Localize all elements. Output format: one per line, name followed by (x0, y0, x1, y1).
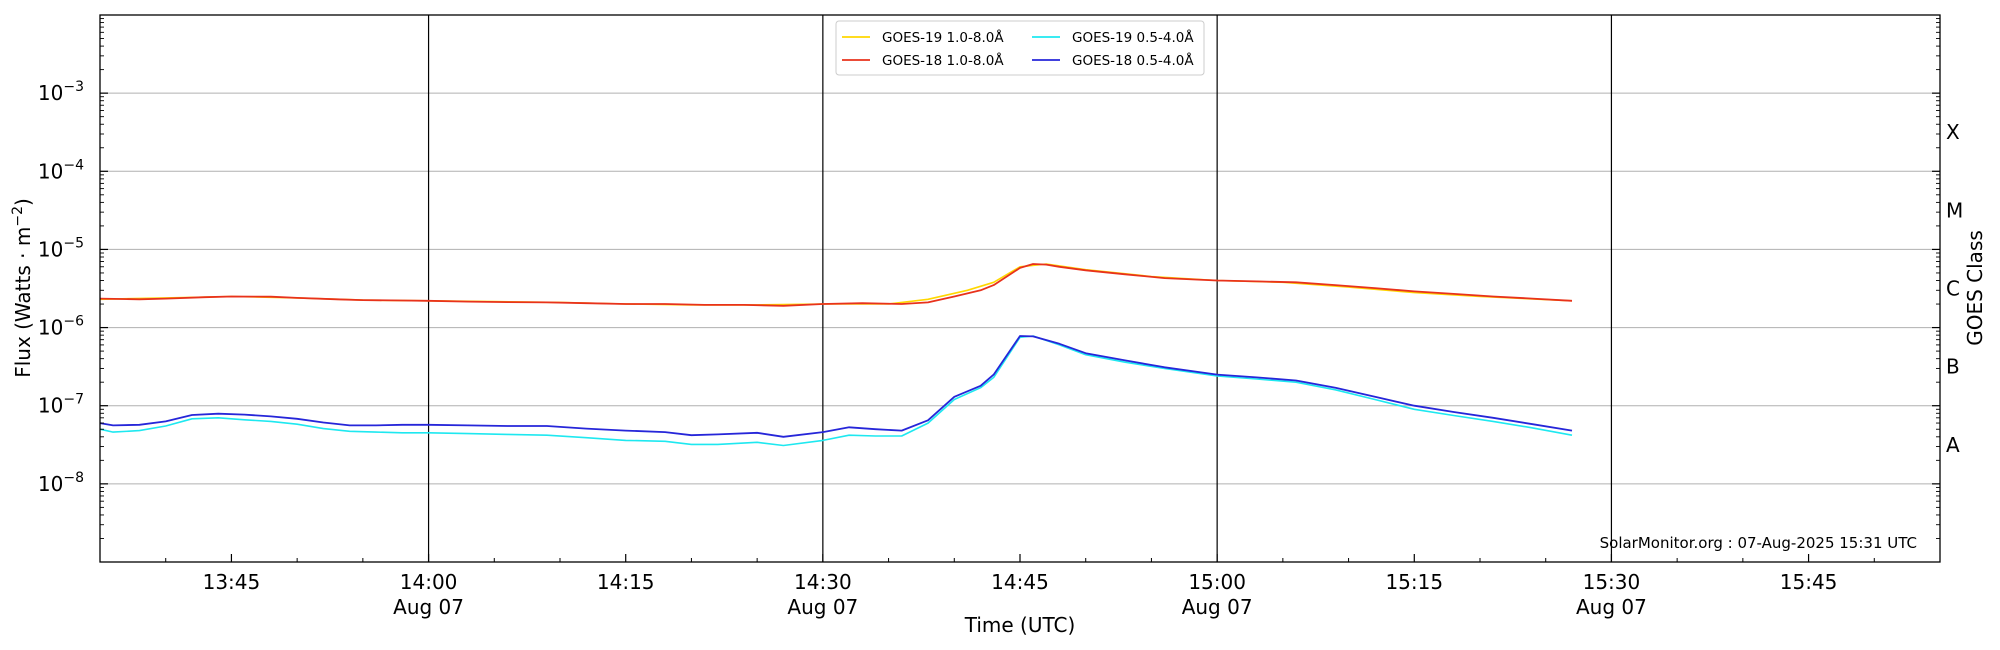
legend-label: GOES-18 1.0-8.0Å (882, 52, 1004, 69)
y-axis-title: Flux (Watts · m−2) (10, 198, 35, 378)
y-tick-label: 10−8 (38, 470, 84, 496)
legend-items: GOES-19 1.0-8.0Å GOES-18 1.0-8.0Å GOES-19 … (842, 29, 1194, 69)
x-axis-title: Time (UTC) (964, 613, 1076, 637)
legend-label: GOES-19 1.0-8.0Å (882, 29, 1004, 46)
goes-class-labels: A B C M X (1946, 120, 1963, 457)
x-tick-date-label: Aug 07 (787, 595, 858, 619)
x-tick-label: 14:15 (597, 570, 655, 594)
goes-class-label: M (1946, 198, 1963, 222)
legend: GOES-19 1.0-8.0Å GOES-18 1.0-8.0Å GOES-19 … (835, 20, 1205, 76)
y-axis-ticks: 10−8 10−7 10−6 10−5 10−4 10−3 (38, 18, 1940, 539)
x-tick-date-label: Aug 07 (393, 595, 464, 619)
series-line-4 (99, 335, 1573, 438)
x-tick-label: 14:30 (794, 570, 852, 594)
plot-frame (99, 14, 1941, 563)
goes-class-label: X (1946, 120, 1960, 144)
x-tick-label: 15:30 (1583, 570, 1641, 594)
x-tick-label: 15:15 (1385, 570, 1443, 594)
goes-class-label: A (1946, 433, 1960, 457)
y-axis-title-exponent: −2 (10, 206, 26, 227)
y-tick-label: 10−5 (38, 235, 84, 261)
y2-axis-title: GOES Class (1963, 230, 1987, 346)
y-axis-title-main: Flux (Watts · m (11, 227, 35, 378)
watermark-text: SolarMonitor.org : 07-Aug-2025 15:31 UTC (1600, 534, 1917, 552)
series-line-3 (99, 335, 1573, 447)
legend-label: GOES-19 0.5-4.0Å (1072, 29, 1194, 46)
x-tick-label: 15:45 (1780, 570, 1838, 594)
flux-series (99, 263, 1573, 447)
x-tick-label: 13:45 (203, 570, 261, 594)
y-tick-label: 10−7 (38, 392, 84, 418)
y-tick-label: 10−3 (38, 79, 84, 105)
y-axis-title-close: ) (11, 198, 35, 206)
y-tick-label: 10−4 (38, 157, 84, 183)
day-boundary-lines (427, 15, 1613, 562)
y-tick-label: 10−6 (38, 314, 84, 340)
x-tick-label: 15:00 (1188, 570, 1246, 594)
series-line-2 (99, 263, 1573, 307)
x-tick-label: 14:45 (991, 570, 1049, 594)
legend-label: GOES-18 0.5-4.0Å (1072, 52, 1194, 69)
goes-class-label: B (1946, 355, 1960, 379)
x-tick-date-label: Aug 07 (1182, 595, 1253, 619)
y-gridlines (100, 92, 1940, 485)
goes-class-label: C (1946, 277, 1960, 301)
x-tick-label: 14:00 (400, 570, 458, 594)
x-tick-date-label: Aug 07 (1576, 595, 1647, 619)
legend-frame (835, 20, 1205, 76)
